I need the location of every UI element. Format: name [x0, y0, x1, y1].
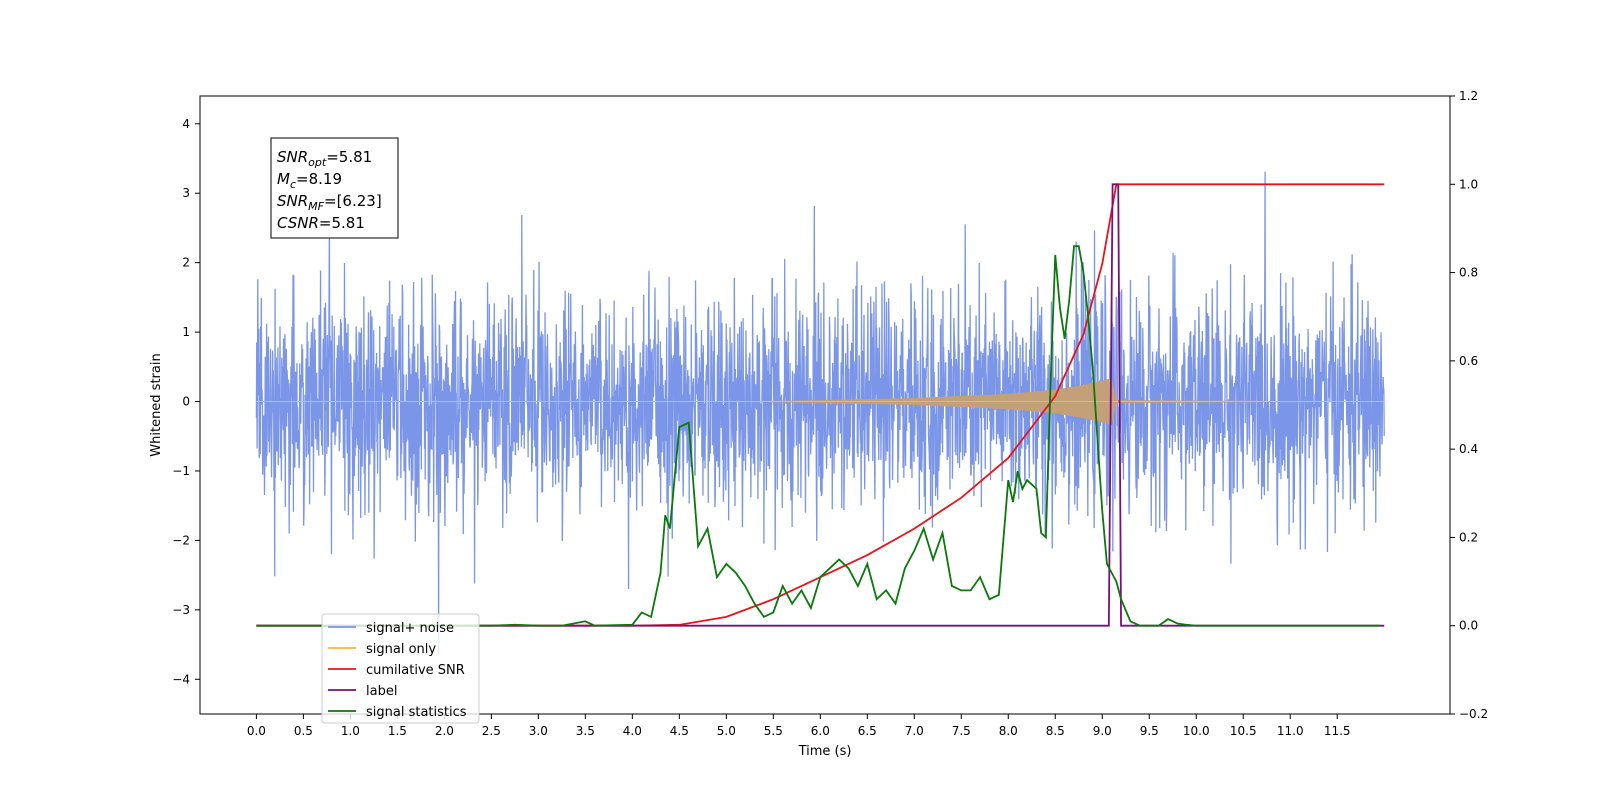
x-tick-label: 8.0: [999, 724, 1018, 738]
series-line-label: [256, 183, 1385, 627]
legend-label-signal-only: signal only: [366, 642, 436, 657]
x-tick-label: 2.0: [435, 724, 454, 738]
y-tick-label: 0: [182, 395, 190, 409]
x-tick-label: 6.5: [858, 724, 877, 738]
x-tick-label: 1.0: [341, 724, 360, 738]
legend-label-signal-noise: signal+ noise: [366, 621, 454, 636]
x-tick-label: 11.5: [1324, 724, 1351, 738]
y-axis-left: −4 −3 −2 −1 0 1 2 3 4: [172, 117, 200, 686]
annotation-line: CSNR=5.81: [277, 214, 365, 232]
annotation-line: SNRopt=5.81: [277, 148, 372, 169]
y-axis-label: Whitened strain: [149, 353, 164, 456]
y-right-tick-label: 1.0: [1459, 177, 1478, 191]
series-line-cumilative-snr: [256, 183, 1385, 627]
y-tick-label: 1: [182, 325, 190, 339]
x-tick-label: 7.0: [905, 724, 924, 738]
x-tick-label: 9.0: [1093, 724, 1112, 738]
annotation-frame: [270, 137, 399, 239]
legend-label-signal-statistics: signal statistics: [366, 705, 467, 720]
x-tick-label: 0.5: [294, 724, 313, 738]
legend: signal+ noise signal only cumilative SNR la…: [321, 613, 480, 724]
x-tick-label: 0.0: [247, 724, 266, 738]
x-tick-label: 10.0: [1183, 724, 1210, 738]
x-tick-label: 3.5: [576, 724, 595, 738]
y-right-tick-label: 1.2: [1459, 89, 1478, 103]
y-tick-label: −1: [172, 464, 190, 478]
x-tick-label: 11.0: [1277, 724, 1304, 738]
legend-label-label: label: [366, 684, 397, 699]
y-axis-right: −0.2 0.0 0.2 0.4 0.6 0.8 1.0 1.2: [1450, 89, 1488, 721]
axes-frame: [199, 95, 1451, 715]
series-line-signal-statistics: [256, 245, 1380, 627]
y-tick-label: 2: [182, 256, 190, 270]
plot-area: [255, 171, 1385, 655]
x-tick-label: 1.5: [388, 724, 407, 738]
x-axis: 0.0 0.5 1.0 1.5 2.0 2.5 3.0 3.5 4.0 4.5 5.0 5.5 6.0 6…: [247, 714, 1351, 738]
x-tick-label: 2.5: [482, 724, 501, 738]
x-tick-label: 3.0: [529, 724, 548, 738]
y-right-tick-label: 0.4: [1459, 442, 1478, 456]
y-right-tick-label: 0.8: [1459, 266, 1478, 280]
y-right-tick-label: 0.6: [1459, 354, 1478, 368]
y-right-tick-label: −0.2: [1459, 707, 1488, 721]
y-tick-label: 4: [182, 117, 190, 131]
annotation-line: Mc=8.19: [277, 170, 342, 191]
x-tick-label: 10.5: [1230, 724, 1257, 738]
x-tick-label: 4.0: [623, 724, 642, 738]
annotation-line: SNRMF=[6.23]: [277, 192, 382, 213]
y-tick-label: 3: [182, 186, 190, 200]
y-tick-label: −3: [172, 603, 190, 617]
legend-frame: [321, 613, 480, 724]
x-tick-label: 6.0: [811, 724, 830, 738]
x-tick-label: 4.5: [670, 724, 689, 738]
x-tick-label: 7.5: [952, 724, 971, 738]
y-tick-label: −4: [172, 672, 190, 686]
x-tick-label: 8.5: [1046, 724, 1065, 738]
x-tick-label: 5.5: [764, 724, 783, 738]
x-tick-label: 5.0: [717, 724, 736, 738]
x-tick-label: 9.5: [1140, 724, 1159, 738]
y-right-tick-label: 0.0: [1459, 619, 1478, 633]
series-line-signal-noise: [255, 171, 1385, 655]
x-axis-label: Time (s): [798, 744, 852, 759]
legend-label-cumilative-snr: cumilative SNR: [366, 663, 465, 678]
y-tick-label: −2: [172, 533, 190, 547]
y-right-tick-label: 0.2: [1459, 530, 1478, 544]
